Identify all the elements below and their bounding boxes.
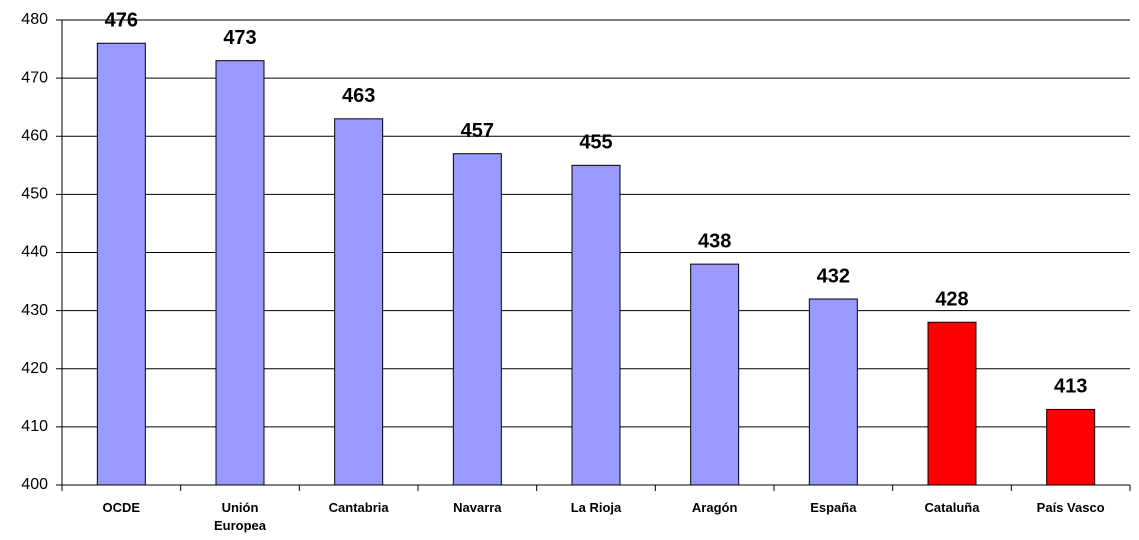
x-tick-label: Aragón [691,500,738,515]
y-tick-label: 450 [21,186,48,203]
y-tick-label: 410 [21,418,48,435]
bar [571,164,621,486]
bar [808,298,858,486]
x-tick-label: España [810,500,857,515]
value-label: 457 [461,120,494,142]
bar [452,153,502,486]
y-tick-label: 480 [21,11,48,28]
value-label: 476 [105,10,138,32]
x-tick-label: Unión Europea [213,500,266,533]
x-tick-label: La Rioja [570,500,622,515]
x-tick-label: OCDE [102,500,141,515]
value-label: 455 [579,132,612,154]
x-tick-label: Cataluña [924,500,980,515]
bar [96,42,146,486]
y-tick-label: 420 [21,360,48,377]
value-label: 428 [935,289,968,311]
y-tick-label: 440 [21,244,48,261]
value-label: 438 [698,230,731,252]
value-label: 432 [817,265,850,287]
bar [690,263,740,486]
bar [215,60,265,486]
value-label: 413 [1054,376,1087,398]
x-tick-label: País Vasco [1036,500,1105,515]
bar [1046,408,1096,486]
bar [334,118,384,486]
x-tick-label: Cantabria [328,500,389,515]
y-tick-label: 470 [21,69,48,86]
value-label: 463 [342,85,375,107]
y-tick-label: 460 [21,127,48,144]
y-tick-label: 400 [21,476,48,493]
y-tick-label: 430 [21,302,48,319]
value-label: 473 [223,27,256,49]
bar [927,321,977,486]
x-tick-label: Navarra [453,500,502,515]
